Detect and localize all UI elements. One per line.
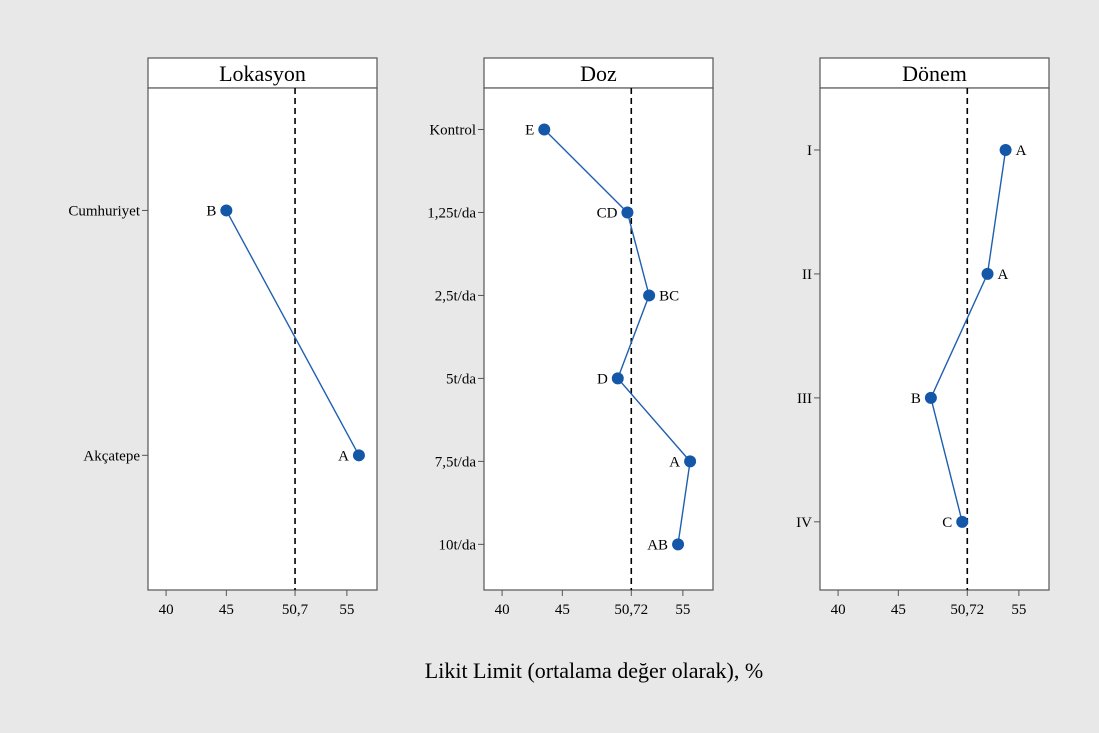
x-tick-label: 55 (675, 602, 690, 618)
x-tick-label: 55 (339, 602, 354, 618)
group-letter-label: A (1016, 143, 1027, 159)
x-tick-label: 40 (831, 602, 846, 618)
plot-frame (483, 87, 714, 591)
x-tick-label: 50,72 (950, 602, 984, 618)
x-tick-label: 45 (219, 602, 234, 618)
data-point (611, 372, 624, 385)
y-tick-label: 10t/da (439, 537, 477, 553)
y-tick-label: Cumhuriyet (68, 203, 140, 219)
panel-title-strip (819, 57, 1050, 89)
data-point (981, 267, 994, 280)
panel-title-strip (147, 57, 378, 89)
y-tick-label: I (807, 143, 812, 159)
group-letter-label: AB (647, 537, 668, 553)
y-tick-label: IV (796, 515, 812, 531)
group-letter-label: C (942, 515, 952, 531)
x-tick-label: 50,7 (282, 602, 309, 618)
plot-frame (819, 87, 1050, 591)
data-point (621, 206, 634, 219)
panel-title: Doz (580, 61, 617, 86)
x-tick-label: 40 (159, 602, 174, 618)
x-tick-label: 45 (891, 602, 906, 618)
plot-frame (147, 87, 378, 591)
data-point (684, 455, 697, 468)
panel-title: Dönem (902, 61, 967, 86)
y-tick-label: 2,5t/da (435, 288, 477, 304)
y-tick-label: Akçatepe (83, 448, 140, 464)
panel-title-strip (483, 57, 714, 89)
data-point (538, 123, 551, 136)
group-letter-label: B (206, 203, 216, 219)
group-letter-label: E (525, 122, 534, 138)
group-letter-label: A (669, 454, 680, 470)
data-point (956, 515, 969, 528)
group-letter-label: CD (597, 205, 618, 221)
group-letter-label: BC (659, 288, 679, 304)
x-axis-title: Likit Limit (ortalama değer olarak), % (425, 658, 763, 683)
data-point (672, 538, 685, 551)
data-point (999, 143, 1012, 156)
x-tick-label: 40 (495, 602, 510, 618)
group-letter-label: A (998, 267, 1009, 283)
panel-title: Lokasyon (219, 61, 306, 86)
y-tick-label: III (797, 391, 812, 407)
y-tick-label: II (802, 267, 812, 283)
group-letter-label: B (911, 391, 921, 407)
group-letter-label: A (338, 448, 349, 464)
y-tick-label: Kontrol (429, 122, 476, 138)
series-line (543, 129, 691, 545)
group-letter-label: D (597, 371, 608, 387)
data-point (352, 449, 365, 462)
series-line (930, 149, 1007, 522)
y-tick-label: 7,5t/da (435, 454, 477, 470)
panel-1: Doz 40 45 50,72 55 Kontrol 1,25t/da 2,5t/da 5t/d… (427, 57, 714, 618)
series-line (225, 210, 360, 456)
x-tick-label: 45 (555, 602, 570, 618)
data-point (924, 391, 937, 404)
data-point (220, 204, 233, 217)
x-tick-label: 55 (1011, 602, 1026, 618)
y-tick-label: 5t/da (446, 371, 476, 387)
x-tick-label: 50,72 (614, 602, 648, 618)
y-tick-label: 1,25t/da (427, 205, 476, 221)
data-point (643, 289, 656, 302)
panel-0: Lokasyon 40 45 50,7 55 Cumhuriyet Akçatepe B A (68, 57, 378, 618)
